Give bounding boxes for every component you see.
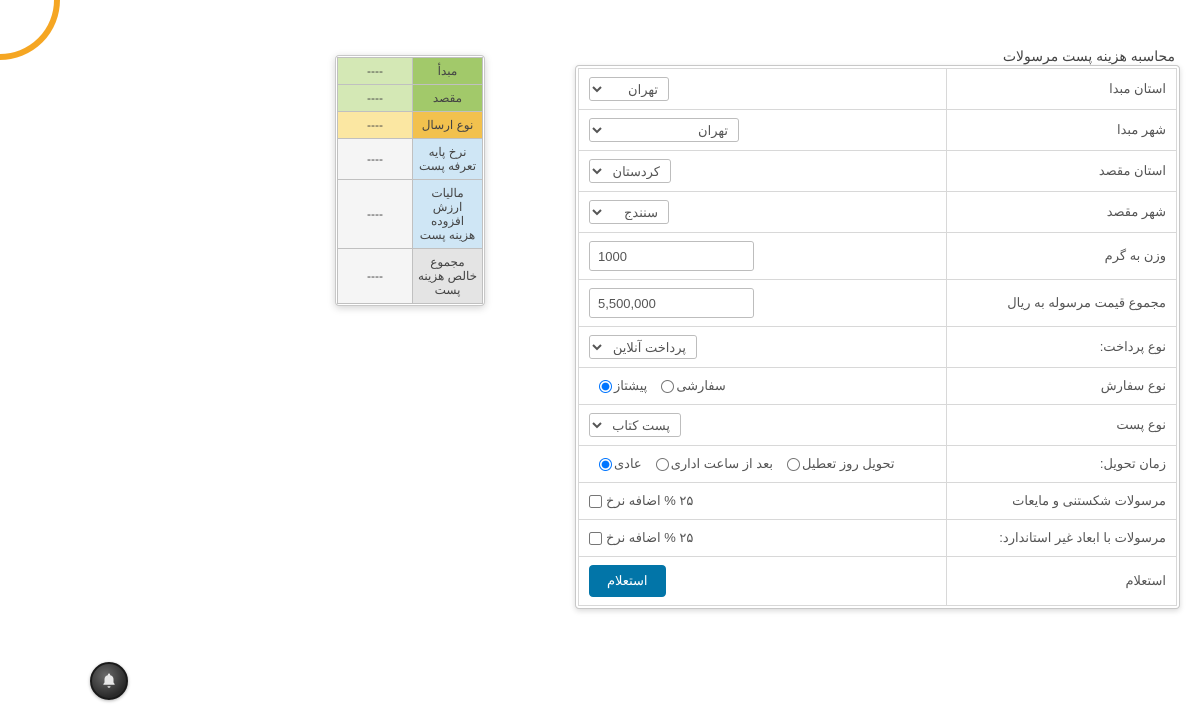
radio-label-pishtaz: پیشتاز — [614, 378, 647, 394]
summary-row: مبدأ---- — [338, 58, 483, 85]
summary-value: ---- — [338, 180, 413, 249]
label-fragile: مرسولات شکستنی و مایعات — [947, 483, 1177, 520]
label-submit: استعلام — [947, 557, 1177, 606]
select-origin-city[interactable]: تهران — [589, 118, 739, 142]
label-post-type: نوع پست — [947, 405, 1177, 446]
select-dest-province[interactable]: کردستان — [589, 159, 671, 183]
label-dest-province: استان مقصد — [947, 151, 1177, 192]
summary-value: ---- — [338, 112, 413, 139]
submit-button[interactable]: استعلام — [589, 565, 666, 597]
summary-label: مالیات ارزش افزوده هزینه پست — [413, 180, 483, 249]
radio-group-order-type: پیشتاز سفارشی — [589, 378, 726, 394]
radio-delivery-holiday[interactable] — [787, 458, 800, 471]
checkbox-fragile[interactable] — [589, 495, 602, 508]
label-origin-province: استان مبدا — [947, 69, 1177, 110]
label-payment-type: نوع پرداخت: — [947, 327, 1177, 368]
label-total-price: مجموع قیمت مرسوله به ریال — [947, 280, 1177, 327]
radio-label-holiday: تحویل روز تعطیل — [802, 456, 895, 472]
summary-label: نرخ پایه تعرفه پست — [413, 139, 483, 180]
summary-label: نوع ارسال — [413, 112, 483, 139]
radio-order-pishtaz[interactable] — [599, 380, 612, 393]
summary-label: مقصد — [413, 85, 483, 112]
label-weight: وزن به گرم — [947, 233, 1177, 280]
radio-label-normal: عادی — [614, 456, 642, 472]
radio-delivery-normal[interactable] — [599, 458, 612, 471]
summary-row: نرخ پایه تعرفه پست---- — [338, 139, 483, 180]
summary-label: مبدأ — [413, 58, 483, 85]
summary-row: مقصد---- — [338, 85, 483, 112]
radio-label-sefareshi: سفارشی — [676, 378, 725, 394]
label-order-type: نوع سفارش — [947, 368, 1177, 405]
checkbox-label-nonstandard: ۲۵ % اضافه نرخ — [606, 530, 693, 546]
radio-delivery-afterhours[interactable] — [656, 458, 669, 471]
summary-value: ---- — [338, 85, 413, 112]
select-origin-province[interactable]: تهران — [589, 77, 669, 101]
radio-group-delivery-time: عادی بعد از ساعت اداری تحویل روز تعطیل — [589, 456, 895, 472]
label-origin-city: شهر مبدا — [947, 110, 1177, 151]
checkbox-label-fragile: ۲۵ % اضافه نرخ — [606, 493, 693, 509]
summary-row: نوع ارسال---- — [338, 112, 483, 139]
summary-value: ---- — [338, 249, 413, 304]
select-payment-type[interactable]: پرداخت آنلاین — [589, 335, 697, 359]
postage-form-table: استان مبدا تهران شهر مبدا تهران استان مق… — [578, 68, 1177, 606]
corner-accent — [0, 0, 60, 60]
bell-icon — [100, 672, 118, 690]
postage-form-panel: استان مبدا تهران شهر مبدا تهران استان مق… — [575, 65, 1180, 609]
summary-value: ---- — [338, 139, 413, 180]
summary-row: مجموع خالص هزینه پست---- — [338, 249, 483, 304]
label-nonstandard: مرسولات با ابعاد غیر استاندارد: — [947, 520, 1177, 557]
radio-label-afterhours: بعد از ساعت اداری — [671, 456, 773, 472]
checkbox-nonstandard[interactable] — [589, 532, 602, 545]
radio-order-sefareshi[interactable] — [661, 380, 674, 393]
input-weight[interactable] — [589, 241, 754, 271]
input-total-price[interactable] — [589, 288, 754, 318]
label-delivery-time: زمان تحویل: — [947, 446, 1177, 483]
page-title: محاسبه هزینه پست مرسولات — [1003, 48, 1175, 65]
notification-bell-button[interactable] — [90, 662, 128, 700]
select-post-type[interactable]: پست کتاب — [589, 413, 681, 437]
summary-table: مبدأ----مقصد----نوع ارسال----نرخ پایه تع… — [337, 57, 483, 304]
summary-label: مجموع خالص هزینه پست — [413, 249, 483, 304]
summary-panel: مبدأ----مقصد----نوع ارسال----نرخ پایه تع… — [335, 55, 485, 306]
summary-value: ---- — [338, 58, 413, 85]
select-dest-city[interactable]: سنندج — [589, 200, 669, 224]
label-dest-city: شهر مقصد — [947, 192, 1177, 233]
summary-row: مالیات ارزش افزوده هزینه پست---- — [338, 180, 483, 249]
